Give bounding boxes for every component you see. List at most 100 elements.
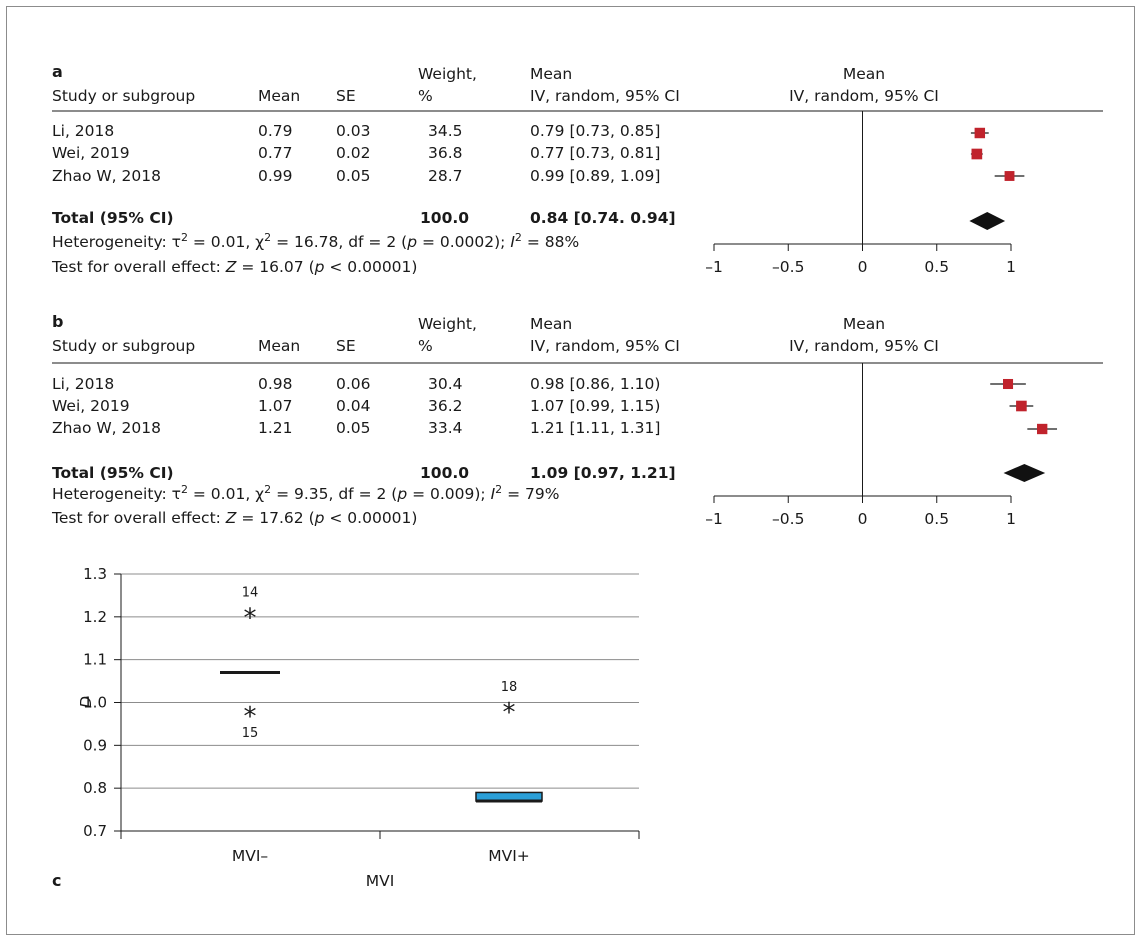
study-weight: 28.7 [428, 167, 463, 185]
study-ci: 0.79 [0.73, 0.85] [530, 122, 660, 140]
total-ci: 1.09 [0.97, 1.21] [530, 464, 676, 482]
header-ci-2: IV, random, 95% CI [530, 337, 680, 355]
study-row: Zhao W, 2018 0.99 0.05 28.7 0.99 [0.89, … [52, 167, 660, 185]
total-label: Total (95% CI) [52, 209, 174, 227]
study-estimate-square [971, 148, 983, 160]
overall-effect-text: Test for overall effect: Z = 17.62 (p < … [51, 509, 417, 527]
study-weight: 30.4 [428, 375, 463, 393]
header-se: SE [336, 337, 356, 355]
header-study: Study or subgroup [52, 337, 195, 355]
study-weight: 34.5 [428, 122, 463, 140]
study-ci: 0.77 [0.73, 0.81] [530, 144, 660, 162]
x-tick-label: 0 [858, 258, 868, 276]
study-estimate-square [1003, 378, 1014, 390]
study-row: Li, 2018 0.98 0.06 30.4 0.98 [0.86, 1.10… [52, 375, 660, 393]
header-study: Study or subgroup [52, 87, 195, 105]
outlier-label: 18 [501, 680, 518, 695]
header-ci-1: Mean [530, 315, 572, 333]
study-mean: 1.21 [258, 419, 293, 437]
study-estimate-square [974, 127, 986, 139]
study-estimate-square [1037, 423, 1048, 435]
heterogeneity-text: Heterogeneity: τ2 = 0.01, χ2 = 9.35, df … [52, 483, 559, 503]
forest-plot-b: –1 –0.5 0 0.5 1 [705, 363, 1058, 528]
header-plot-2: IV, random, 95% CI [789, 337, 939, 355]
total-label: Total (95% CI) [52, 464, 174, 482]
study-mean: 0.77 [258, 144, 293, 162]
panel-a: a Study or subgroup Mean SE Weight, % Me… [51, 62, 1103, 276]
y-tick-label: 0.7 [83, 822, 107, 840]
outlier-label: 14 [242, 586, 259, 601]
study-name: Li, 2018 [52, 375, 114, 393]
panel-b: b Study or subgroup Mean SE Weight, % Me… [51, 312, 1103, 528]
study-mean: 0.98 [258, 375, 293, 393]
x-axis-label: MVI [366, 872, 395, 890]
header-plot-1: Mean [843, 315, 885, 333]
header-weight-2: % [418, 337, 433, 355]
x-tick-label: 1 [1006, 510, 1016, 528]
outlier-label: 15 [242, 726, 259, 741]
x-tick-label: –0.5 [772, 258, 804, 276]
header-mean: Mean [258, 337, 300, 355]
header-plot-1: Mean [843, 65, 885, 83]
study-estimate-square [1004, 171, 1015, 181]
study-ci: 1.21 [1.11, 1.31] [530, 419, 660, 437]
study-mean: 0.99 [258, 167, 293, 185]
header-ci-2: IV, random, 95% CI [530, 87, 680, 105]
x-tick-label: 1 [1006, 258, 1016, 276]
total-row: Total (95% CI) 100.0 1.09 [0.97, 1.21] [52, 464, 676, 482]
heterogeneity-text: Heterogeneity: τ2 = 0.01, χ2 = 16.78, df… [52, 231, 579, 251]
total-weight: 100.0 [420, 209, 469, 227]
header-ci-1: Mean [530, 65, 572, 83]
study-mean: 1.07 [258, 397, 293, 415]
study-row: Zhao W, 2018 1.21 0.05 33.4 1.21 [1.11, … [52, 419, 660, 437]
study-weight: 36.2 [428, 397, 463, 415]
pooled-diamond [969, 212, 1006, 230]
y-tick-label: 1.3 [83, 565, 107, 583]
study-row: Wei, 2019 0.77 0.02 36.8 0.77 [0.73, 0.8… [52, 144, 660, 162]
x-tick-label: –1 [705, 510, 723, 528]
header-weight-1: Weight, [418, 65, 477, 83]
study-se: 0.04 [336, 397, 371, 415]
header-se: SE [336, 87, 356, 105]
study-name: Wei, 2019 [52, 397, 130, 415]
study-weight: 33.4 [428, 419, 463, 437]
y-tick-label: 1.0 [83, 694, 107, 712]
total-ci: 0.84 [0.74. 0.94] [530, 209, 676, 227]
x-tick-label: 0.5 [924, 510, 949, 528]
panel-b-letter: b [52, 312, 63, 331]
x-category-label: MVI+ [488, 847, 530, 865]
study-mean: 0.79 [258, 122, 293, 140]
study-ci: 0.99 [0.89, 1.09] [530, 167, 660, 185]
total-weight: 100.0 [420, 464, 469, 482]
x-tick-label: 0.5 [924, 258, 949, 276]
study-se: 0.03 [336, 122, 371, 140]
study-se: 0.05 [336, 167, 371, 185]
y-tick-label: 1.1 [83, 651, 107, 669]
header-weight-2: % [418, 87, 433, 105]
study-se: 0.06 [336, 375, 371, 393]
figure-frame [6, 6, 1135, 935]
x-tick-label: 0 [858, 510, 868, 528]
total-row: Total (95% CI) 100.0 0.84 [0.74. 0.94] [52, 209, 676, 227]
forest-plot-a: –1 –0.5 0 0.5 1 [705, 111, 1025, 276]
y-tick-label: 1.2 [83, 608, 107, 626]
outlier-marker: * [503, 698, 516, 728]
study-row: Li, 2018 0.79 0.03 34.5 0.79 [0.73, 0.85… [52, 122, 660, 140]
study-ci: 0.98 [0.86, 1.10) [530, 375, 660, 393]
study-estimate-square [1016, 400, 1027, 412]
x-tick-label: –1 [705, 258, 723, 276]
study-se: 0.05 [336, 419, 371, 437]
outlier-marker: * [244, 604, 257, 634]
study-name: Zhao W, 2018 [52, 419, 161, 437]
overall-effect-text: Test for overall effect: Z = 16.07 (p < … [51, 258, 417, 276]
study-se: 0.02 [336, 144, 371, 162]
header-plot-2: IV, random, 95% CI [789, 87, 939, 105]
header-mean: Mean [258, 87, 300, 105]
x-tick-label: –0.5 [772, 510, 804, 528]
study-name: Zhao W, 2018 [52, 167, 161, 185]
study-name: Li, 2018 [52, 122, 114, 140]
study-weight: 36.8 [428, 144, 463, 162]
